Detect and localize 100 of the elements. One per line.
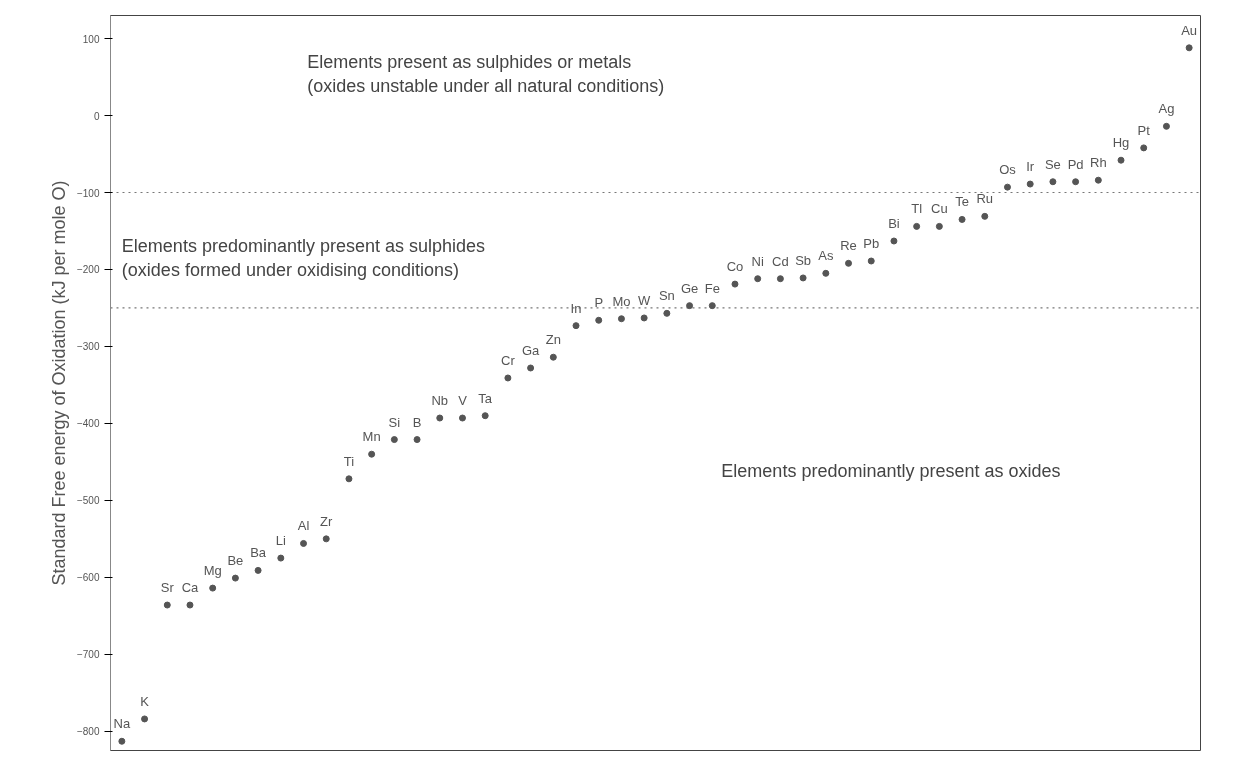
data-label: Ni <box>751 253 764 269</box>
point <box>254 566 262 574</box>
data-label: Tl <box>911 201 923 217</box>
data-label: Pd <box>1067 156 1084 172</box>
point <box>322 535 330 543</box>
data-label: Be <box>227 553 244 569</box>
point <box>1049 178 1057 186</box>
y-tick-label: −200 <box>76 264 100 276</box>
point <box>754 275 762 283</box>
point <box>890 237 898 245</box>
data-label: B <box>412 414 422 430</box>
point <box>436 414 444 422</box>
data-label: Re <box>840 238 857 254</box>
data-label: Cd <box>772 253 789 269</box>
point <box>413 436 421 444</box>
point <box>845 259 853 267</box>
point <box>776 275 784 283</box>
data-label: Ga <box>521 342 541 358</box>
point <box>1185 44 1193 52</box>
point <box>1140 144 1148 152</box>
point <box>913 222 921 230</box>
data-label: Os <box>999 162 1017 178</box>
point <box>1094 176 1102 184</box>
data-label: Hg <box>1112 135 1130 151</box>
data-label: Fe <box>704 280 720 296</box>
point <box>368 450 376 458</box>
point <box>118 737 126 745</box>
data-label: Li <box>275 533 286 549</box>
point <box>458 414 466 422</box>
data-label: Mo <box>612 293 631 309</box>
point <box>731 280 739 288</box>
data-label: Ir <box>1026 159 1035 175</box>
data-label: Te <box>955 194 969 210</box>
y-tick-label: −800 <box>76 726 100 738</box>
point <box>141 715 149 723</box>
y-tick-label: −300 <box>76 341 100 353</box>
point <box>163 601 171 609</box>
point <box>1162 122 1170 130</box>
data-label: Zr <box>320 513 334 529</box>
y-tick-label: 0 <box>93 110 100 122</box>
data-label: Rh <box>1090 155 1107 171</box>
data-label: Sb <box>795 252 812 268</box>
data-label: Sn <box>658 288 675 304</box>
data-label: Cu <box>931 201 948 217</box>
annotation: Elements present as sulphides or metals (oxides unstable under all natural conditions) <box>307 52 665 97</box>
point <box>958 215 966 223</box>
data-label: Ag <box>1158 101 1175 117</box>
point <box>1072 178 1080 186</box>
point <box>527 364 535 372</box>
data-label: Ru <box>976 191 994 207</box>
data-label: Mg <box>203 563 222 579</box>
y-tick-label: −400 <box>76 418 100 430</box>
point <box>209 584 217 592</box>
point <box>1026 180 1034 188</box>
data-label: Zn <box>545 332 561 348</box>
y-tick-label: −100 <box>76 187 100 199</box>
data-label: Mn <box>362 429 381 445</box>
point <box>867 257 875 265</box>
data-label: Co <box>726 259 744 275</box>
point <box>345 475 353 483</box>
data-label: Si <box>388 414 401 430</box>
data-label: V <box>458 393 468 409</box>
y-axis-title: Standard Free energy of Oxidation (kJ per mole O) <box>48 180 69 586</box>
point <box>231 574 239 582</box>
point <box>981 212 989 220</box>
point <box>549 353 557 361</box>
annotation: Elements predominantly present as oxides <box>721 461 1061 482</box>
y-tick-label: −700 <box>76 649 100 661</box>
point <box>504 374 512 382</box>
data-label: Nb <box>431 393 449 409</box>
point <box>617 315 625 323</box>
data-label: As <box>818 248 834 264</box>
data-label: Ge <box>680 280 699 296</box>
data-label: Au <box>1181 22 1198 38</box>
point <box>708 302 716 310</box>
point <box>640 314 648 322</box>
point <box>277 554 285 562</box>
point <box>390 436 398 444</box>
point <box>822 269 830 277</box>
data-label: Na <box>113 716 131 732</box>
point <box>572 322 580 330</box>
annotation: Elements predominantly present as sulphides (oxides formed under oxidising conditions) <box>121 236 486 281</box>
y-tick-label: −600 <box>76 572 100 584</box>
data-label: Pb <box>863 236 880 252</box>
y-tick-label: −500 <box>76 495 100 507</box>
data-label: K <box>140 693 150 709</box>
data-label: Bi <box>888 216 900 231</box>
data-label: Al <box>297 518 310 534</box>
data-label: W <box>638 292 652 308</box>
point <box>799 274 807 282</box>
point <box>481 412 489 420</box>
y-tick-label: 100 <box>82 33 100 45</box>
data-label: Se <box>1044 156 1061 172</box>
point <box>1117 156 1125 164</box>
point <box>686 302 694 310</box>
point <box>186 601 194 609</box>
data-label: Ba <box>250 545 267 561</box>
data-label: Ti <box>343 453 355 469</box>
data-label: Cr <box>501 353 516 368</box>
data-label: Sr <box>160 580 175 596</box>
